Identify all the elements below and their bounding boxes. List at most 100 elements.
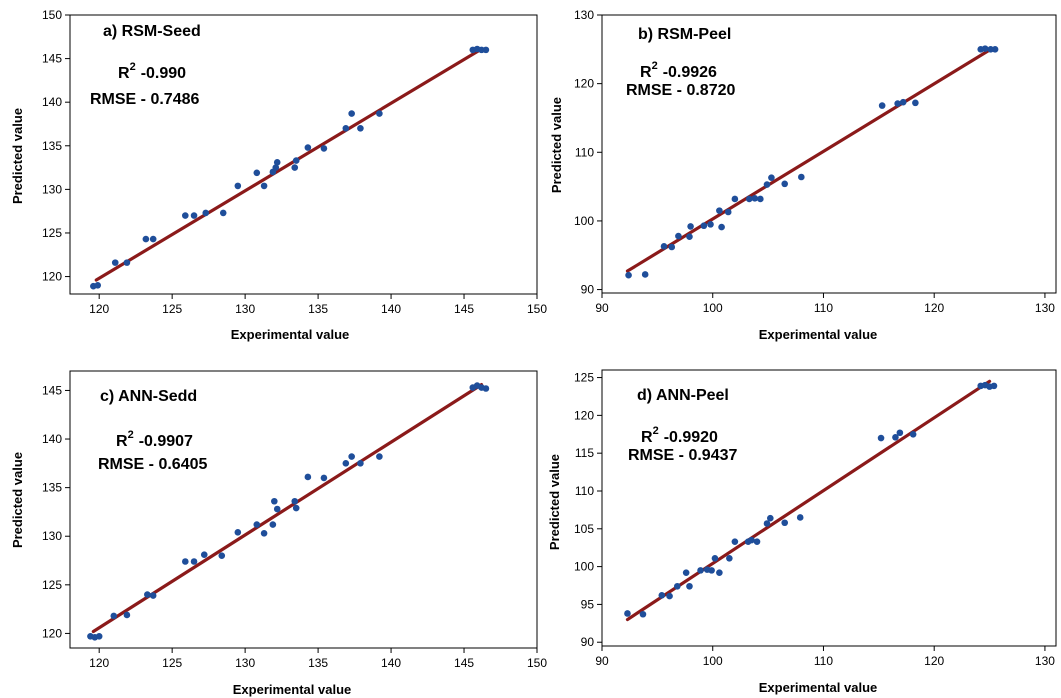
r-squared-value: -0.9907	[139, 433, 193, 450]
x-axis-title: Experimental value	[231, 327, 350, 342]
y-tick-label: 125	[574, 371, 594, 385]
data-point	[292, 157, 300, 164]
data-point	[668, 243, 676, 251]
y-tick-label: 120	[574, 408, 594, 422]
y-tick-label: 105	[574, 522, 594, 536]
data-point	[878, 102, 886, 109]
data-point	[111, 259, 119, 266]
chart-panel-1: 120 125 130 135 140 145 150 120 125 130 135 140 145 1…	[10, 8, 547, 342]
data-point	[912, 99, 919, 107]
data-point	[234, 182, 242, 190]
data-point	[342, 460, 350, 467]
fit-line	[625, 379, 992, 622]
data-point	[202, 209, 210, 217]
data-point	[190, 212, 198, 219]
y-tick-label: 130	[574, 8, 594, 22]
data-point	[342, 125, 350, 132]
rmse-label: RMSE - 0.6405	[98, 456, 207, 473]
data-point	[748, 536, 755, 544]
data-point	[271, 497, 278, 505]
r-squared-label: R2 -0.9926	[640, 60, 717, 81]
x-axis-title: Experimental value	[759, 327, 878, 342]
r-squared-value: -0.9920	[664, 429, 718, 446]
panel-title: c) ANN-Sedd	[100, 388, 197, 405]
x-tick-label: 145	[454, 302, 474, 316]
r-squared-superscript: 2	[130, 61, 136, 73]
x-tick-label: 140	[381, 302, 401, 316]
x-tick-label: 90	[595, 301, 609, 315]
data-point	[149, 592, 157, 599]
data-point	[218, 552, 226, 559]
y-axis-title: Predicted value	[549, 97, 564, 193]
x-tick-label: 120	[89, 302, 109, 316]
y-axis-title: Predicted value	[10, 108, 25, 204]
data-point	[376, 110, 383, 117]
x-axis-title: Experimental value	[759, 680, 878, 695]
data-point	[304, 144, 312, 151]
r-squared-label: R2 -0.9907	[116, 429, 193, 450]
data-point	[357, 125, 364, 132]
y-tick-label: 140	[42, 432, 62, 446]
x-tick-label: 100	[703, 654, 723, 668]
data-point	[675, 232, 682, 240]
x-tick-label: 120	[924, 654, 944, 668]
rmse-label: RMSE - 0.9437	[628, 447, 737, 464]
chart-panel-2: 90 100 110 120 130 90 100 110 120 130 b) RSM-Peel R…	[549, 8, 1057, 342]
y-tick-label: 130	[42, 182, 62, 196]
data-point	[707, 221, 714, 228]
y-tick-label: 135	[42, 139, 62, 153]
data-point	[796, 514, 804, 521]
r-squared-value: -0.990	[141, 65, 186, 82]
x-axis-title: Experimental value	[233, 682, 352, 697]
data-point	[892, 433, 899, 441]
y-tick-label: 145	[42, 383, 62, 397]
plot-frame	[69, 370, 538, 649]
data-point	[272, 164, 280, 171]
data-point	[110, 612, 118, 620]
data-point	[757, 195, 764, 203]
y-tick-label: 125	[42, 578, 62, 592]
data-point	[660, 243, 668, 250]
data-point	[899, 98, 907, 106]
data-point	[142, 235, 150, 243]
panel-title: b) RSM-Peel	[638, 26, 731, 43]
fit-line	[91, 383, 484, 634]
data-point	[253, 521, 261, 528]
data-point	[798, 173, 805, 181]
r-squared-symbol: R	[116, 433, 128, 450]
y-tick-label: 125	[42, 226, 62, 240]
data-point	[753, 538, 761, 545]
y-tick-label: 100	[574, 560, 594, 574]
data-point	[190, 558, 198, 565]
panel-title: a) RSM-Seed	[103, 23, 201, 40]
data-point	[181, 558, 189, 565]
data-point	[624, 610, 631, 617]
data-point	[711, 554, 719, 562]
x-tick-label: 120	[924, 301, 944, 315]
data-point	[291, 164, 299, 171]
data-point	[731, 538, 739, 545]
data-point	[673, 582, 681, 590]
data-point	[781, 180, 789, 188]
r-squared-symbol: R	[640, 64, 652, 81]
data-point	[144, 591, 151, 598]
r-squared-superscript: 2	[653, 425, 659, 437]
data-point	[482, 46, 490, 54]
y-tick-label: 110	[575, 484, 594, 498]
data-point	[348, 110, 355, 117]
y-tick-label: 120	[574, 77, 594, 91]
x-tick-label: 130	[1035, 301, 1055, 315]
data-point	[260, 530, 268, 537]
y-tick-label: 100	[574, 214, 594, 228]
data-point	[149, 235, 157, 243]
x-tick-label: 130	[1035, 654, 1055, 668]
chart-panel-3: 120 125 130 135 140 145 150 120 125 130 135 140 145 c…	[10, 370, 547, 697]
plot-frame	[601, 369, 1057, 647]
data-point	[273, 159, 281, 166]
data-point	[716, 207, 723, 214]
data-point	[253, 169, 261, 177]
data-point	[718, 223, 725, 231]
y-tick-label: 150	[42, 8, 62, 22]
data-point	[708, 567, 715, 574]
y-tick-label: 135	[42, 481, 62, 495]
